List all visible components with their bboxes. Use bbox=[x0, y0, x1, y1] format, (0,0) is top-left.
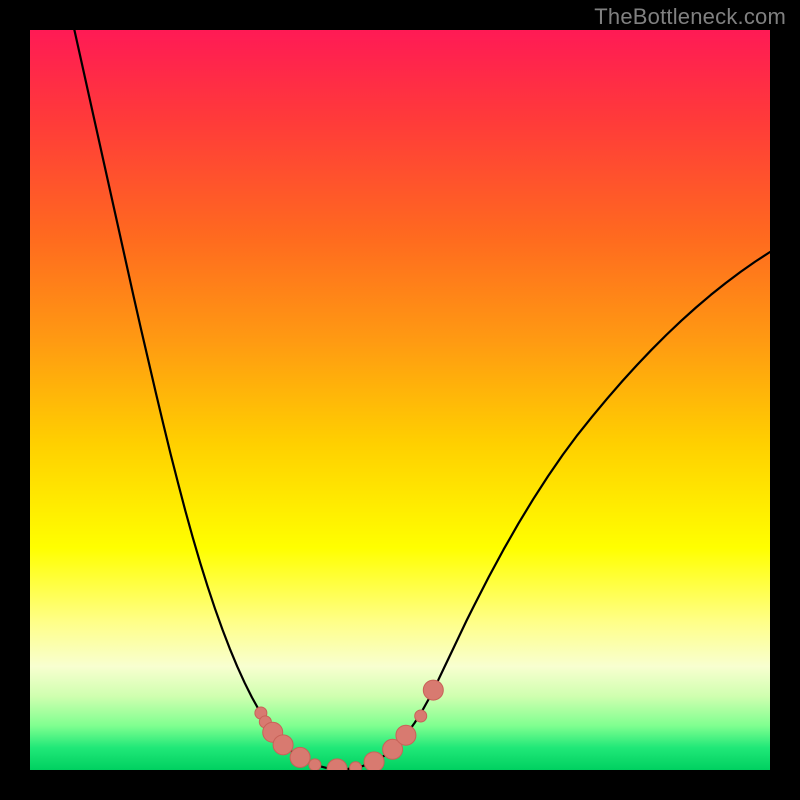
gradient-background bbox=[30, 30, 770, 770]
marker-point bbox=[415, 710, 427, 722]
marker-point bbox=[364, 752, 384, 770]
marker-point bbox=[309, 759, 321, 770]
marker-point bbox=[396, 725, 416, 745]
watermark: TheBottleneck.com bbox=[594, 4, 786, 30]
marker-point bbox=[273, 735, 293, 755]
marker-point bbox=[350, 762, 362, 770]
bottleneck-chart bbox=[30, 30, 770, 770]
marker-point bbox=[290, 747, 310, 767]
chart-svg bbox=[30, 30, 770, 770]
marker-point bbox=[423, 680, 443, 700]
